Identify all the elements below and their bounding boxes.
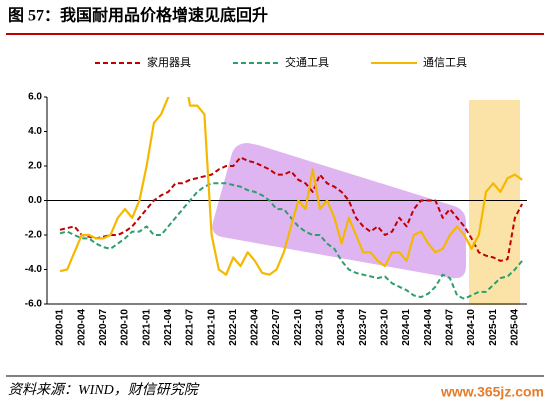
x-tick-label: 2022-01 — [228, 309, 239, 346]
highlight-box — [469, 100, 520, 305]
x-tick-label: 2024-04 — [423, 309, 434, 346]
x-tick-label: 2024-01 — [401, 309, 412, 346]
legend-label: 交通工具 — [285, 55, 329, 69]
x-tick-label: 2020-01 — [55, 309, 66, 346]
x-tick-label: 2022-10 — [293, 309, 304, 346]
legend-label: 通信工具 — [423, 56, 467, 69]
x-tick-label: 2023-07 — [358, 309, 369, 346]
series-line — [59, 182, 523, 300]
y-tick-label: -6.0 — [25, 299, 43, 310]
y-tick-label: 4.0 — [28, 126, 42, 137]
y-tick-label: 6.0 — [28, 92, 42, 103]
legend-label: 家用器具 — [147, 55, 191, 69]
chart-title: 图 57：我国耐用品价格增速见底回升 — [8, 6, 268, 25]
x-tick-label: 2021-10 — [206, 309, 217, 346]
x-tick-label: 2023-04 — [336, 309, 347, 346]
series-line — [59, 97, 523, 276]
x-tick-label: 2021-07 — [185, 309, 196, 346]
watermark: www.365jz.com — [440, 384, 544, 400]
x-tick-label: 2022-04 — [250, 309, 261, 346]
y-tick-label: 0.0 — [28, 195, 42, 206]
x-tick-label: 2020-04 — [76, 309, 87, 346]
x-tick-label: 2022-07 — [271, 309, 282, 346]
x-tick-label: 2023-01 — [315, 309, 326, 346]
x-tick-label: 2021-04 — [163, 309, 174, 346]
x-tick-label: 2020-10 — [120, 309, 131, 346]
x-tick-label: 2024-10 — [466, 309, 477, 346]
plot-area — [59, 97, 523, 300]
y-tick-label: 2.0 — [28, 161, 42, 172]
highlight-band — [212, 143, 466, 279]
x-tick-label: 2021-01 — [141, 309, 152, 346]
x-tick-label: 2023-10 — [380, 309, 391, 346]
y-tick-label: -2.0 — [25, 230, 43, 241]
y-tick-label: -4.0 — [25, 264, 43, 275]
x-tick-label: 2020-07 — [98, 309, 109, 346]
x-tick-label: 2025-01 — [488, 309, 499, 346]
x-tick-label: 2025-04 — [510, 309, 521, 346]
x-tick-label: 2024-07 — [445, 309, 456, 346]
source: 资料来源：WIND，财信研究院 — [8, 382, 200, 398]
